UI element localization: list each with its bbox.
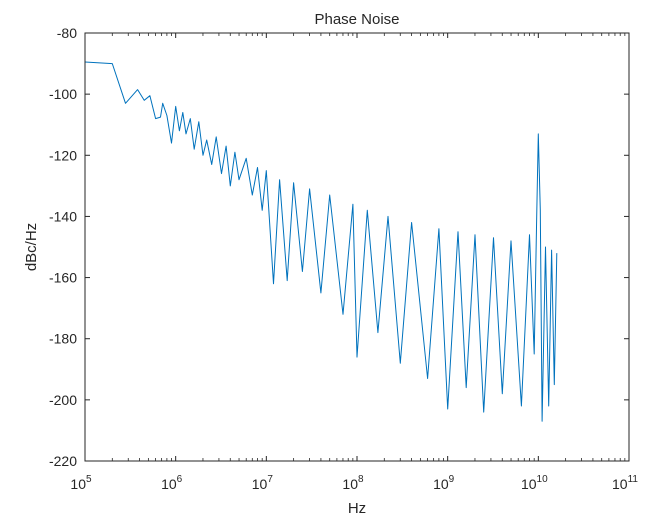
series-layer — [84, 61, 558, 422]
y-tick-label: -100 — [49, 86, 77, 102]
x-tick-base: 10 — [161, 476, 177, 492]
x-tick-base: 10 — [70, 476, 86, 492]
y-tick-label: -160 — [49, 270, 77, 286]
x-tick-base: 10 — [433, 476, 449, 492]
chart-title: Phase Noise — [314, 11, 399, 28]
x-tick-base: 10 — [252, 476, 268, 492]
y-tick-label: -80 — [57, 25, 77, 41]
plot-background — [85, 33, 629, 461]
x-axis-label: Hz — [348, 500, 366, 516]
x-tick-base: 10 — [521, 476, 537, 492]
x-tick-exponent: 6 — [177, 474, 183, 485]
y-tick-label: -220 — [49, 453, 77, 469]
series-line — [84, 61, 558, 422]
x-axis-ticks: 105 106 107 108 109 1010 1011 — [70, 33, 638, 492]
x-tick-exponent: 9 — [449, 474, 455, 485]
x-tick-exponent: 10 — [537, 474, 549, 485]
x-tick-base: 10 — [342, 476, 358, 492]
y-tick-label: -200 — [49, 392, 77, 408]
x-tick-exponent: 5 — [86, 474, 92, 485]
x-tick-label: 109 — [433, 474, 455, 492]
x-tick-label: 1011 — [612, 474, 638, 492]
x-tick-label: 106 — [161, 474, 183, 492]
x-tick-label: 108 — [342, 474, 364, 492]
y-tick-label: -140 — [49, 208, 77, 224]
x-tick-label: 107 — [252, 474, 274, 492]
y-tick-label: -120 — [49, 147, 77, 163]
y-axis-ticks: -80 -100 -120 -140 -160 -180 -200 -220 — [49, 25, 629, 469]
x-tick-exponent: 7 — [267, 474, 273, 485]
y-tick-label: -180 — [49, 331, 77, 347]
x-tick-label: 105 — [70, 474, 92, 492]
x-tick-label: 1010 — [521, 474, 548, 492]
x-tick-exponent: 8 — [358, 474, 364, 485]
x-tick-exponent: 11 — [628, 474, 639, 485]
y-axis-label: dBc/Hz — [23, 223, 40, 271]
x-tick-base: 10 — [612, 476, 628, 492]
